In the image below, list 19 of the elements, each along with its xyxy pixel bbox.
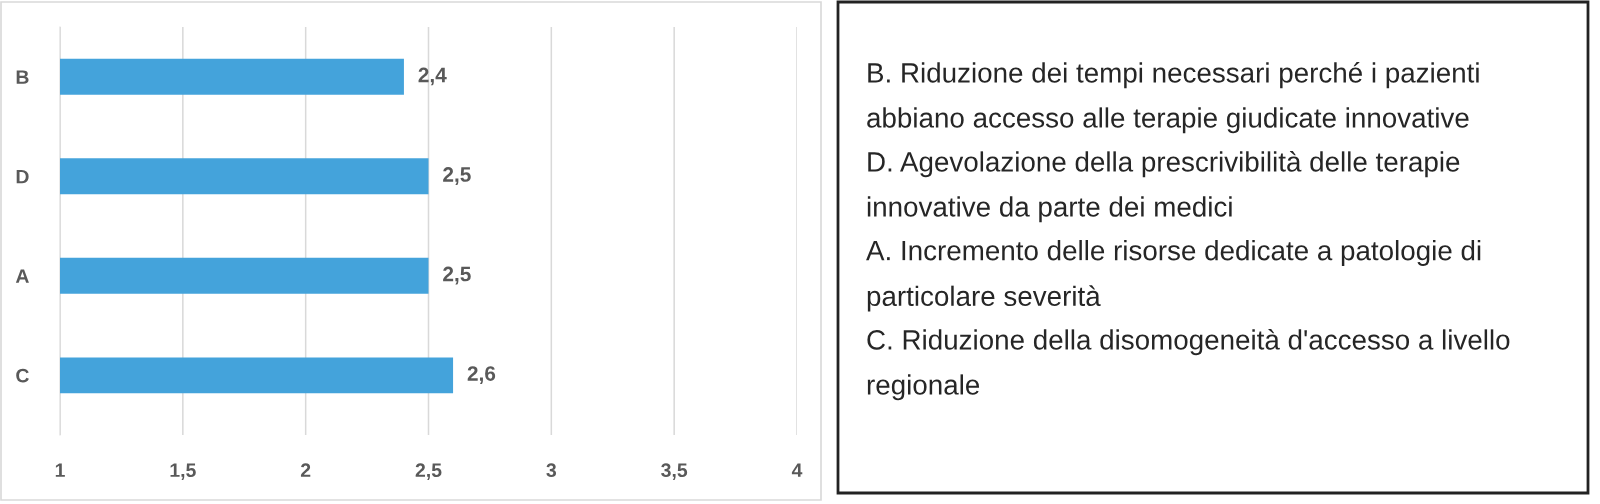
text: C. Riduzione della disomogeneità d'accesso a livello regionale bbox=[867, 329, 1510, 401]
text: D. Agevolazione della prescrivibilità delle terapie innovative da parte dei medici bbox=[867, 151, 1460, 223]
data-label: 2,6 bbox=[467, 366, 496, 384]
text: A. Incremento delle risorse dedicate a patologie di particolare severità bbox=[866, 240, 1481, 312]
x-tick-label: 4 bbox=[791, 463, 803, 477]
y-tick-label: D bbox=[16, 169, 29, 184]
y-tick-label: A bbox=[15, 269, 29, 283]
x-tick-label: 2,5 bbox=[415, 463, 442, 480]
text: B. Riduzione dei tempi necessari perché i pazienti abbiano accesso alle terapie giudicate innovative bbox=[867, 62, 1479, 134]
data-label: 2,5 bbox=[443, 167, 471, 185]
x-tick-label: 1,5 bbox=[170, 463, 196, 480]
data-label: 2,5 bbox=[443, 266, 471, 285]
x-tick-label: 3,5 bbox=[661, 463, 688, 480]
data-label: 2,4 bbox=[418, 67, 447, 86]
x-tick-label: 3 bbox=[546, 463, 557, 478]
y-tick-label: C bbox=[16, 368, 29, 383]
x-tick-label: 2 bbox=[300, 463, 311, 477]
x-tick-label: 1 bbox=[55, 463, 65, 477]
y-tick-label: B bbox=[16, 70, 29, 84]
